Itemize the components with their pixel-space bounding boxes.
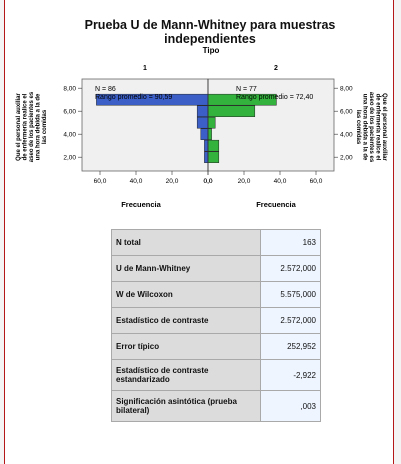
y-tick-label-left: 2,00 xyxy=(63,155,76,162)
y-axis-label-line: Que el personal auxiliar xyxy=(381,93,387,161)
stats-row: Error típico 252,952 xyxy=(110,333,321,360)
stats-label: Significación asintótica (prueba bilater… xyxy=(110,390,262,422)
y-tick-label-right: 6,00 xyxy=(340,109,353,116)
y-axis-label-line: de enfermería realice el xyxy=(22,93,28,160)
x-tick-label-left: 0,0 xyxy=(203,178,212,185)
y-tick-label-left: 4,00 xyxy=(63,132,76,139)
x-axis-label-left: Frecuencia xyxy=(121,200,161,209)
stats-value: 2.572,000 xyxy=(260,307,321,334)
stats-value: 2.572,000 xyxy=(260,255,321,282)
x-axis-label-right: Frecuencia xyxy=(256,200,296,209)
stats-label: N total xyxy=(110,229,262,256)
group-1-n-label: N = 86 xyxy=(95,86,116,93)
stats-row: Estadístico de contraste 2.572,000 xyxy=(110,307,321,334)
y-axis-label-line: aseo de los pacientes es xyxy=(29,91,35,162)
bar-group-1 xyxy=(196,105,209,117)
plot-panel-right xyxy=(207,78,335,172)
bar-group-1 xyxy=(204,139,209,152)
y-tick-label-left: 8,00 xyxy=(63,86,76,93)
x-tick-label-right: 40,0 xyxy=(274,178,287,185)
grouping-label: Tipo xyxy=(203,46,220,55)
stats-value: 5.575,000 xyxy=(260,281,321,308)
stats-value: ,003 xyxy=(260,390,321,422)
stats-label: Error típico xyxy=(110,333,262,360)
left-frame-edge xyxy=(0,0,5,464)
stats-value: 163 xyxy=(260,229,321,256)
stats-label: W de Wilcoxon xyxy=(110,281,262,308)
bar-group-2 xyxy=(207,128,212,140)
y-axis-label-line: una hora debida a la de xyxy=(36,93,42,160)
bar-group-2 xyxy=(207,105,256,117)
test-statistics-table: N total 163 U de Mann-Whitney 2.572,000 W de… xyxy=(110,229,321,422)
x-tick-label-left: 40,0 xyxy=(130,178,143,185)
stats-row: U de Mann-Whitney 2.572,000 xyxy=(110,255,321,282)
y-axis-label-left: Que el personal auxiliarde enfermería re… xyxy=(16,91,48,162)
chart-title: Prueba U de Mann-Whitney para muestras i… xyxy=(84,18,336,46)
y-axis-label-line: las comidas xyxy=(355,110,361,145)
bar-group-1 xyxy=(200,128,209,140)
y-axis-label-right: Que el personal auxiliarde enfermería re… xyxy=(355,92,387,163)
stats-row: Estadístico de contraste estandarizado -2… xyxy=(110,359,321,391)
stats-value: -2,922 xyxy=(260,359,321,391)
group-2-mean-rank-label: Rango promedio = 72,40 xyxy=(236,94,313,101)
x-tick-label-right: 20,0 xyxy=(238,178,251,185)
y-axis-label-line: las comidas xyxy=(42,109,48,144)
stats-row: Significación asintótica (prueba bilater… xyxy=(110,390,321,422)
stats-value: 252,952 xyxy=(260,333,321,360)
group-1-mean-rank-label: Rango promedio = 90,59 xyxy=(95,94,172,101)
bar-group-1 xyxy=(196,116,209,129)
y-tick-label-right: 4,00 xyxy=(340,132,353,139)
x-tick-label-right: 0,0 xyxy=(203,178,212,185)
group-label-1: 1 xyxy=(143,65,147,72)
y-axis-label-line: de enfermería realice el xyxy=(375,94,381,161)
stats-row: W de Wilcoxon 5.575,000 xyxy=(110,281,321,308)
stats-label: Estadístico de contraste xyxy=(110,307,262,334)
stats-row: N total 163 xyxy=(110,229,321,256)
group-label-2: 2 xyxy=(274,65,278,72)
stats-label: Estadístico de contraste estandarizado xyxy=(110,359,262,391)
y-tick-label-left: 6,00 xyxy=(63,109,76,116)
y-axis-label-line: Que el personal auxiliar xyxy=(16,92,22,160)
x-tick-label-right: 60,0 xyxy=(310,178,323,185)
x-tick-label-left: 20,0 xyxy=(166,178,179,185)
y-tick-label-right: 2,00 xyxy=(340,155,353,162)
bar-group-2 xyxy=(207,116,216,129)
bar-group-2 xyxy=(207,151,220,163)
group-2-n-label: N = 77 xyxy=(236,86,257,93)
stats-label: U de Mann-Whitney xyxy=(110,255,262,282)
x-tick-label-left: 60,0 xyxy=(94,178,107,185)
bar-group-1 xyxy=(204,151,209,163)
bar-group-2 xyxy=(207,139,220,152)
y-axis-label-line: una hora debida a la de xyxy=(361,94,367,161)
right-frame-edge xyxy=(393,0,401,464)
y-tick-label-right: 8,00 xyxy=(340,86,353,93)
y-axis-label-line: aseo de los pacientes es xyxy=(368,92,374,163)
